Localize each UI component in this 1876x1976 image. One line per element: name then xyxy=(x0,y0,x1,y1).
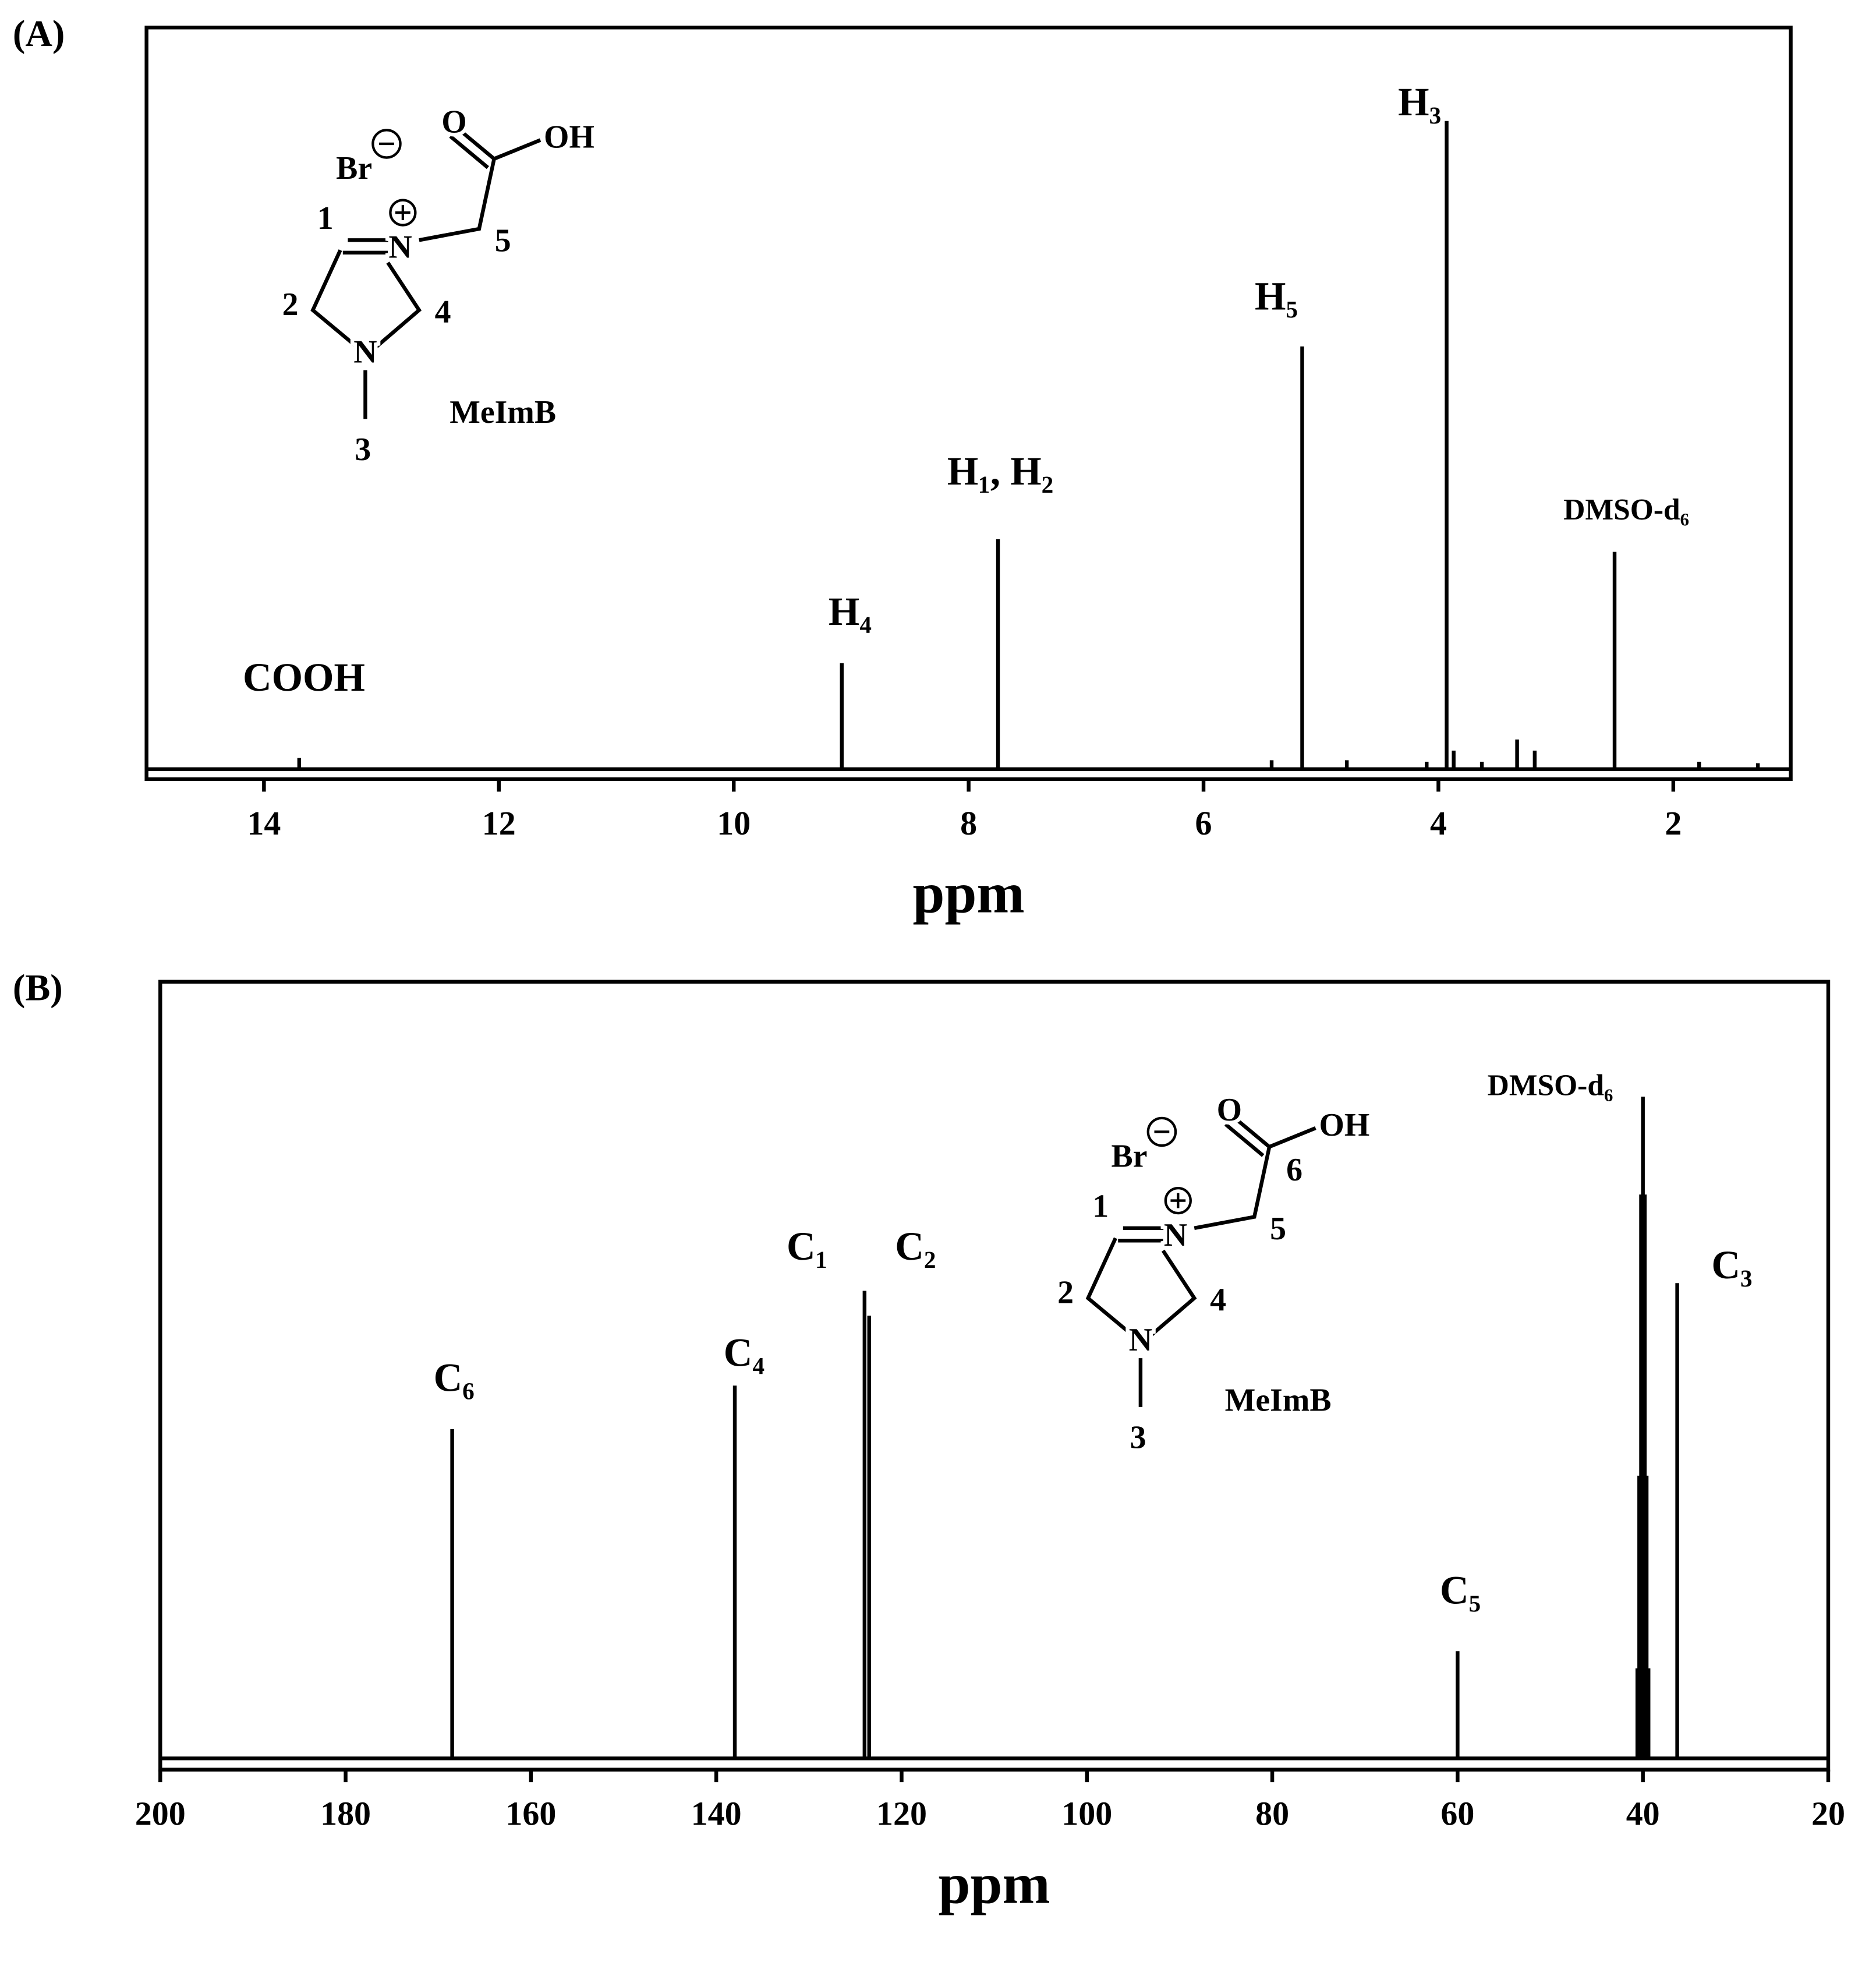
bond xyxy=(1085,1237,1142,1344)
peak-label: C₄ xyxy=(724,1331,764,1375)
panel-label: (A) xyxy=(13,13,65,54)
structure-label: N xyxy=(388,229,412,265)
peak-label: C₃ xyxy=(1711,1243,1752,1287)
peak-label: H₁, H₂ xyxy=(947,449,1053,493)
structure-label: 4 xyxy=(1210,1282,1226,1318)
structure-label: Br xyxy=(336,150,372,186)
x-tick-label: 100 xyxy=(1061,1795,1112,1833)
bond xyxy=(1194,1126,1316,1230)
x-tick-label: 2 xyxy=(1665,804,1682,842)
structure-label: 5 xyxy=(495,223,511,259)
structure-label: N xyxy=(1164,1217,1187,1253)
peak-label: C₅ xyxy=(1440,1568,1481,1613)
bond xyxy=(374,261,422,349)
structure-label: 3 xyxy=(1130,1420,1146,1456)
charge xyxy=(1146,1116,1177,1147)
x-tick-label: 8 xyxy=(960,804,977,842)
structure-label: 3 xyxy=(355,432,371,468)
bond xyxy=(449,135,489,169)
structure-label: 2 xyxy=(282,287,299,323)
plot-frame xyxy=(158,980,1831,1772)
peak-label: DMSO-d₆ xyxy=(1488,1069,1613,1102)
structure-label: N xyxy=(1129,1322,1152,1358)
x-axis-label: ppm xyxy=(913,862,1025,925)
structure-label: 2 xyxy=(1057,1275,1074,1311)
x-axis-label: ppm xyxy=(939,1852,1050,1915)
panel-label: (B) xyxy=(13,967,63,1009)
x-tick-label: 120 xyxy=(876,1795,927,1833)
x-tick-label: 20 xyxy=(1811,1795,1845,1833)
peak-label: H₅ xyxy=(1255,274,1298,319)
bond xyxy=(419,138,541,242)
charge xyxy=(371,129,402,159)
structure-label: 5 xyxy=(1270,1211,1286,1247)
bond xyxy=(1224,1123,1265,1157)
structure-label: 6 xyxy=(1286,1152,1302,1188)
x-tick-label: 180 xyxy=(320,1795,371,1833)
x-tick-label: 160 xyxy=(505,1795,556,1833)
structure-label: Br xyxy=(1112,1139,1148,1175)
x-tick-label: 14 xyxy=(247,804,281,842)
x-tick-label: 200 xyxy=(135,1795,186,1833)
peak-label: COOH xyxy=(243,655,365,699)
structure-label: OH xyxy=(1319,1107,1369,1143)
bond xyxy=(455,126,495,161)
structure-label: 4 xyxy=(435,294,451,330)
structure-label: N xyxy=(353,334,377,370)
peak-label: C₆ xyxy=(434,1355,475,1399)
structure-label: O xyxy=(1217,1092,1242,1128)
x-tick-label: 60 xyxy=(1440,1795,1474,1833)
x-tick-label: 6 xyxy=(1195,804,1212,842)
peak-label: C₁ xyxy=(787,1224,827,1268)
peak-label: H₄ xyxy=(829,589,872,634)
structure-label: MeImB xyxy=(449,394,556,430)
x-tick-label: 80 xyxy=(1255,1795,1289,1833)
peak-label: C₂ xyxy=(895,1224,936,1268)
charge xyxy=(1164,1186,1192,1215)
structure-label: O xyxy=(441,104,466,140)
x-tick-label: 10 xyxy=(717,804,751,842)
peak-label: H₃ xyxy=(1398,80,1441,124)
structure-label: OH xyxy=(544,119,594,155)
plot-frame xyxy=(144,26,1793,782)
charge xyxy=(389,199,417,227)
x-tick-label: 12 xyxy=(482,804,516,842)
x-tick-label: 140 xyxy=(691,1795,742,1833)
x-tick-label: 40 xyxy=(1626,1795,1660,1833)
peak-label: DMSO-d₆ xyxy=(1563,493,1689,526)
bond xyxy=(1230,1114,1271,1148)
structure-label: MeImB xyxy=(1225,1382,1332,1418)
bond xyxy=(1149,1249,1197,1337)
bond xyxy=(310,249,367,356)
structure-label: 1 xyxy=(1092,1188,1109,1224)
x-tick-label: 4 xyxy=(1430,804,1447,842)
structure-label: 1 xyxy=(317,200,334,236)
